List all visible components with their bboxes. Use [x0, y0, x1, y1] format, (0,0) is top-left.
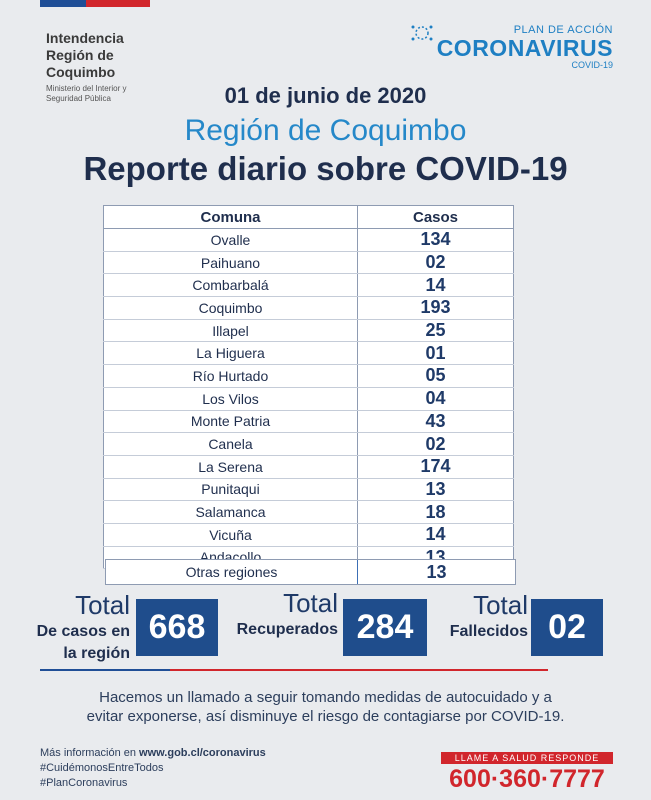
casos-value: 134 — [357, 228, 514, 252]
total-recuperados-total: Total — [283, 588, 338, 618]
total-fallecidos-label: Total Fallecidos — [432, 590, 528, 643]
total-casos-line1: De casos en — [36, 623, 130, 640]
plan-coronavirus-logo: PLAN DE ACCIÓN CORONAVIRUS COVID-19 — [411, 24, 613, 70]
casos-value: 174 — [357, 455, 514, 479]
total-casos-line2: la región — [63, 645, 130, 662]
total-fallecidos-value: 02 — [531, 599, 603, 656]
cases-table: Comuna Casos Ovalle 134 Paihuano 02 Combarba… — [103, 205, 514, 570]
virus-dots-icon — [411, 25, 433, 41]
table-row: Ovalle 134 — [103, 228, 514, 252]
otras-regiones-row: Otras regiones 13 — [105, 559, 516, 585]
casos-value: 02 — [357, 251, 514, 275]
comuna-name: Vicuña — [103, 523, 358, 547]
gov-line2: Región de — [46, 47, 114, 63]
casos-value: 01 — [357, 341, 514, 366]
table-row: La Serena 174 — [103, 455, 514, 479]
comuna-name: La Serena — [103, 455, 358, 479]
otras-regiones-label: Otras regiones — [106, 560, 358, 584]
hashtag-plan: #PlanCoronavirus — [40, 777, 128, 789]
comuna-name: Combarbalá — [103, 273, 358, 298]
report-date: 01 de junio de 2020 — [224, 83, 427, 108]
comuna-name: Paihuano — [103, 251, 358, 275]
casos-value: 13 — [357, 478, 514, 502]
comuna-name: Illapel — [103, 319, 358, 343]
casos-value: 05 — [357, 364, 514, 388]
comuna-name: Coquimbo — [103, 296, 358, 320]
table-row: La Higuera 01 — [103, 341, 514, 366]
hotline-phone: 600·360·7777 — [449, 765, 605, 793]
comuna-name: Monte Patria — [103, 410, 358, 434]
column-header-comuna: Comuna — [103, 205, 358, 229]
gov-line1: Intendencia — [46, 30, 124, 46]
total-fallecidos-total: Total — [473, 590, 528, 620]
table-row: Combarbalá 14 — [103, 273, 514, 298]
plan-title: CORONAVIRUS — [436, 35, 613, 61]
casos-value: 02 — [357, 432, 514, 456]
awareness-message: Hacemos un llamado a seguir tomando medi… — [0, 688, 651, 726]
comuna-name: La Higuera — [103, 341, 358, 366]
ministry-line2: Seguridad Pública — [46, 94, 111, 103]
casos-value: 193 — [357, 296, 514, 320]
total-recuperados-label: Total Recuperados — [222, 588, 338, 641]
report-title: Reporte diario sobre COVID-19 — [83, 150, 568, 187]
gov-color-bar — [40, 0, 150, 7]
table-row: Canela 02 — [103, 432, 514, 456]
hashtag-cuidemonos: #CuidémonosEntreTodos — [40, 762, 164, 774]
table-row: Illapel 25 — [103, 319, 514, 343]
table-row: Paihuano 02 — [103, 251, 514, 275]
table-row: Coquimbo 193 — [103, 296, 514, 320]
casos-value: 04 — [357, 387, 514, 411]
message-line2: evitar exponerse, así disminuye el riesg… — [86, 708, 565, 725]
total-recuperados-value: 284 — [343, 599, 427, 656]
hotline-label: LLAME A SALUD RESPONDE — [441, 752, 613, 764]
table-row: Salamanca 18 — [103, 500, 514, 524]
comuna-name: Salamanca — [103, 500, 358, 524]
ministry-line1: Ministerio del Interior y — [46, 84, 127, 93]
total-casos-label: Total De casos en la región — [20, 590, 130, 665]
comuna-name: Punitaqui — [103, 478, 358, 502]
total-fallecidos-line1: Fallecidos — [449, 623, 528, 640]
casos-value: 14 — [357, 523, 514, 547]
otras-regiones-value: 13 — [426, 562, 447, 582]
table-row: Vicuña 14 — [103, 523, 514, 547]
table-row: Los Vilos 04 — [103, 387, 514, 411]
table-row: Río Hurtado 05 — [103, 364, 514, 388]
column-header-casos: Casos — [357, 205, 514, 229]
table-row: Monte Patria 43 — [103, 410, 514, 434]
comuna-name: Ovalle — [103, 228, 358, 252]
casos-value: 14 — [357, 273, 514, 298]
info-prefix: Más información en — [40, 747, 140, 759]
total-recuperados-line1: Recuperados — [236, 621, 338, 638]
comuna-name: Los Vilos — [103, 387, 358, 411]
salud-responde-hotline: LLAME A SALUD RESPONDE 600·360·7777 — [441, 752, 613, 794]
plan-label: PLAN DE ACCIÓN — [513, 24, 613, 36]
info-link[interactable]: www.gob.cl/coronavirus — [139, 747, 266, 759]
message-line1: Hacemos un llamado a seguir tomando medi… — [99, 689, 552, 706]
footer-info: Más información en www.gob.cl/coronaviru… — [40, 746, 266, 791]
comuna-name: Canela — [103, 432, 358, 456]
gov-line3: Coquimbo — [46, 64, 116, 80]
total-casos-total: Total — [75, 590, 130, 620]
plan-sub: COVID-19 — [571, 60, 613, 70]
table-row: Punitaqui 13 — [103, 478, 514, 502]
gov-logo: Intendencia Región de Coquimbo Ministeri… — [46, 30, 126, 104]
total-casos-value: 668 — [136, 599, 218, 656]
divider-line — [40, 669, 548, 671]
region-name: Región de Coquimbo — [184, 114, 467, 147]
casos-value: 18 — [357, 500, 514, 524]
comuna-name: Río Hurtado — [103, 364, 358, 388]
casos-value: 25 — [357, 319, 514, 343]
casos-value: 43 — [357, 410, 514, 434]
